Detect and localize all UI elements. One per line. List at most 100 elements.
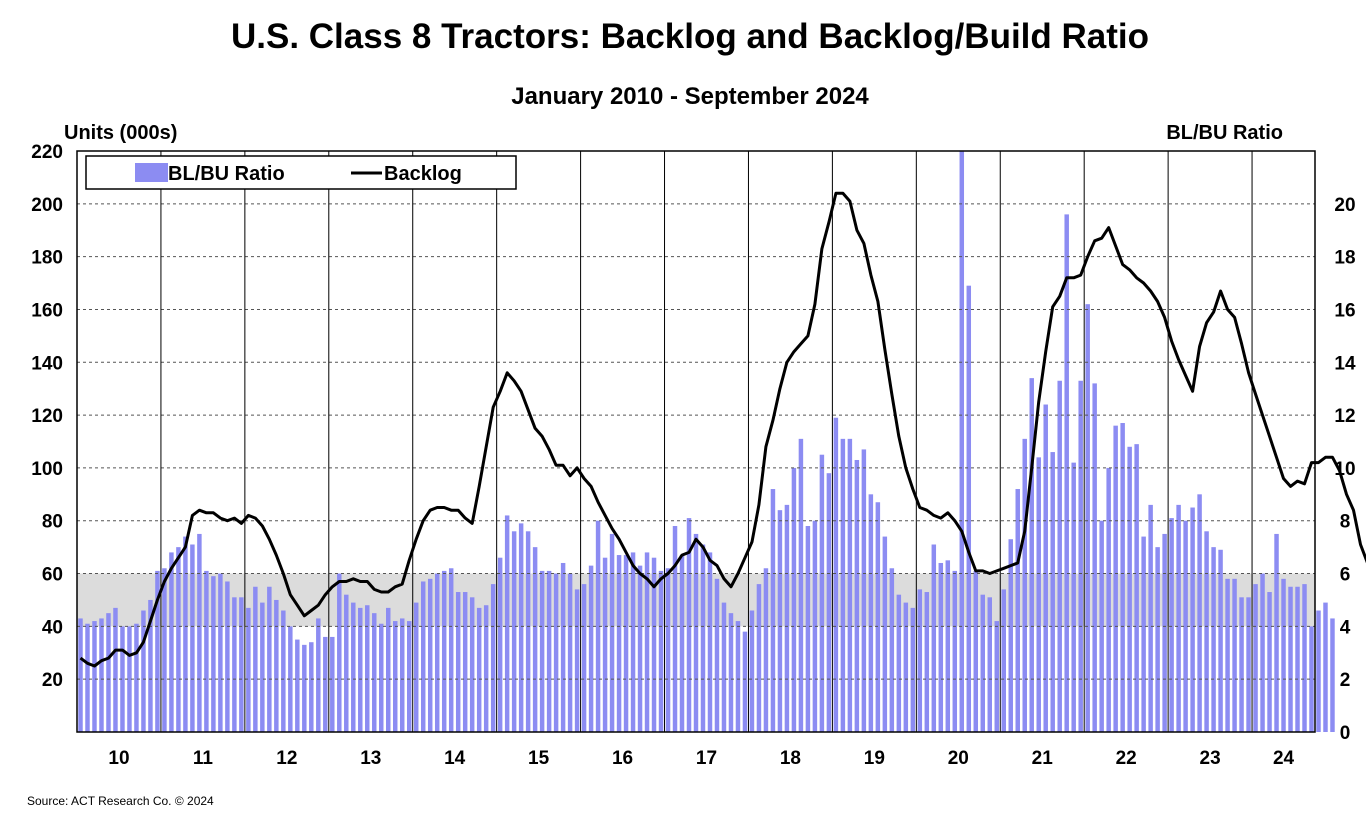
legend-label-backlog: Backlog [384,163,462,185]
ratio-bar [847,438,853,732]
x-tick-label: 16 [612,748,633,769]
ratio-bar [190,544,195,732]
ratio-bar [973,570,979,732]
ratio-bar [1281,578,1286,732]
ratio-bar [1015,489,1020,732]
ratio-bar [749,610,755,732]
ratio-bar [1008,539,1013,732]
ratio-bar [1022,438,1027,732]
ratio-bar [1036,457,1041,732]
ratio-bar [840,438,846,732]
ratio-bar [386,607,391,732]
ratio-bar [532,547,538,732]
x-tick-label: 10 [108,748,129,769]
ratio-bar [323,636,328,732]
right-tick-label: 20 [1334,195,1355,216]
ratio-bar [826,473,832,732]
left-axis-title: Units (000s) [64,122,177,144]
ratio-bar [1295,586,1300,732]
ratio-bar [1190,507,1195,732]
ratio-bar [721,602,727,732]
ratio-bar [868,494,874,732]
ratio-bar [1057,380,1062,732]
ratio-bar [1274,533,1279,732]
ratio-bar [980,594,986,732]
ratio-bar [1120,423,1125,732]
ratio-bar [630,552,636,732]
ratio-bar [952,570,958,732]
ratio-bar [588,565,594,732]
ratio-bar [246,607,251,732]
ratio-bar [358,607,363,732]
left-tick-label: 200 [31,195,63,216]
ratio-bar [197,533,202,732]
ratio-bar [365,605,370,732]
ratio-bar [1176,504,1181,732]
ratio-bar [637,565,643,732]
x-tick-label: 11 [193,748,214,769]
ratio-bar [1134,444,1139,732]
ratio-bar [483,605,489,732]
ratio-bar [330,636,335,732]
left-axis-ticks: 220 200 180 160 140 120 100 80 60 40 20 [31,142,63,691]
right-tick-label: 16 [1334,300,1355,321]
ratio-bar [889,568,895,732]
ratio-bar [1309,626,1314,732]
left-tick-label: 120 [31,406,63,427]
ratio-bar [1197,494,1202,732]
ratio-bar [581,584,587,732]
ratio-bar [274,599,279,732]
ratio-bar [1071,462,1076,732]
x-tick-label: 17 [696,748,717,769]
ratio-bar [288,626,293,732]
ratio-bar [1225,578,1230,732]
ratio-bar [1029,378,1034,732]
right-tick-label: 0 [1340,723,1351,744]
ratio-bar [959,151,965,732]
ratio-bar [574,589,580,732]
ratio-bar [148,599,153,732]
ratio-bar [218,573,223,732]
ratio-bar [931,544,937,732]
right-tick-label: 4 [1340,617,1351,638]
ratio-bar [399,618,405,732]
ratio-bar [875,502,881,732]
ratio-bar [1260,573,1265,732]
ratio-bar [910,607,916,732]
ratio-bar [379,623,384,732]
chart-title: U.S. Class 8 Tractors: Backlog and Backl… [231,17,1149,56]
ratio-bar [169,552,174,732]
ratio-bar [106,613,111,732]
ratio-bar [1155,547,1160,732]
ratio-bar [686,518,692,732]
ratio-bar [211,576,216,732]
ratio-bar [938,562,944,732]
gridlines [77,151,1315,732]
ratio-bar [455,592,461,732]
ratio-bar [1099,520,1104,732]
ratio-bar [490,584,496,732]
ratio-bar [770,489,776,732]
ratio-bar [994,621,999,732]
ratio-bar [560,562,566,732]
ratio-bar [1162,533,1167,732]
ratio-bar [1267,592,1272,732]
ratio-bar [406,621,412,732]
ratio-bar [511,531,517,732]
ratio-bar [1246,597,1251,732]
x-tick-label: 13 [360,748,381,769]
ratio-bar [693,533,699,732]
ratio-bar [176,547,181,732]
ratio-bar [1050,452,1055,732]
ratio-bar [1092,383,1097,732]
ratio-bar [302,644,307,732]
x-tick-label: 19 [864,748,885,769]
ratio-bar [672,526,678,732]
ratio-bar [120,626,125,732]
chart-subtitle: January 2010 - September 2024 [511,83,869,110]
legend: BL/BU Ratio Backlog [85,155,517,190]
x-tick-label: 12 [276,748,297,769]
ratio-bar [819,454,825,732]
ratio-bar [434,573,440,732]
